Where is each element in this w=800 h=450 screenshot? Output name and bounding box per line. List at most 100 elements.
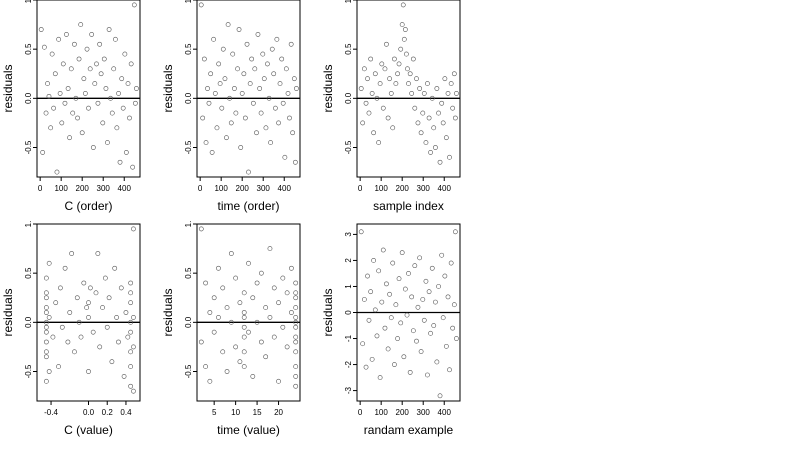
data-point <box>450 105 456 111</box>
data-point <box>227 95 232 101</box>
data-point <box>388 315 394 321</box>
data-point <box>409 294 415 300</box>
data-point <box>280 100 286 106</box>
data-point <box>206 100 212 106</box>
data-point <box>387 291 392 297</box>
data-point <box>128 300 134 306</box>
data-point <box>293 339 299 345</box>
data-point <box>276 300 281 306</box>
data-point <box>293 315 299 320</box>
data-point <box>116 339 121 345</box>
data-point <box>398 320 404 326</box>
x-axis-title: time (order) <box>217 199 279 213</box>
data-point <box>392 362 397 367</box>
data-point <box>46 93 52 99</box>
data-point <box>401 354 407 360</box>
y-axis-title: residuals <box>1 288 15 336</box>
y-tick-label: -2 <box>344 360 353 368</box>
data-point <box>87 285 93 291</box>
data-point <box>220 46 226 52</box>
data-point <box>369 91 375 96</box>
x-tick-label: 20 <box>274 408 283 417</box>
data-point <box>57 91 63 96</box>
data-point <box>128 61 134 67</box>
data-point <box>64 32 69 37</box>
data-point <box>250 374 256 379</box>
y-tick-label: 1. <box>24 0 33 3</box>
data-point <box>271 285 277 291</box>
data-point <box>377 375 383 380</box>
data-point <box>410 56 416 62</box>
y-tick-label: -0.5 <box>184 364 193 378</box>
data-point <box>448 81 454 86</box>
data-point <box>46 369 52 374</box>
y-axis-title: residuals <box>1 64 15 112</box>
panel-6: 0 100 200 300 400 -3 -2 -1 0 1 2 3 randam example res… <box>321 223 461 437</box>
x-tick-label: 0 <box>198 184 203 193</box>
data-point <box>437 393 443 399</box>
data-point <box>130 164 136 170</box>
data-point <box>43 354 49 360</box>
data-point <box>116 91 121 96</box>
data-point <box>216 265 221 271</box>
data-point <box>293 280 299 286</box>
data-point <box>269 46 275 52</box>
data-point <box>76 56 82 62</box>
data-point <box>52 71 58 77</box>
data-point <box>445 294 451 300</box>
data-point <box>67 135 72 141</box>
data-point <box>368 56 374 62</box>
data-point <box>293 324 299 330</box>
data-point <box>293 383 299 389</box>
data-point <box>48 125 54 131</box>
plot-frame <box>356 0 461 178</box>
data-point <box>385 115 391 121</box>
data-point <box>120 105 126 111</box>
data-point <box>293 374 299 379</box>
data-point <box>384 41 389 47</box>
data-point <box>396 276 402 282</box>
data-point <box>241 334 247 340</box>
data-point <box>94 61 99 67</box>
data-point <box>436 110 441 116</box>
data-point <box>119 76 125 82</box>
x-tick-label: 5 <box>212 408 217 417</box>
data-point <box>228 120 234 126</box>
data-point <box>203 280 208 286</box>
data-point <box>62 100 68 106</box>
data-point <box>84 305 90 310</box>
data-point <box>109 359 115 365</box>
data-point <box>293 349 299 355</box>
data-point <box>72 349 77 355</box>
data-point <box>207 310 213 315</box>
data-point <box>100 305 105 310</box>
data-point <box>103 86 109 91</box>
data-point <box>440 120 446 126</box>
data-point <box>405 66 410 72</box>
data-point <box>276 120 281 126</box>
data-point <box>363 100 369 106</box>
data-point <box>284 290 290 296</box>
data-point <box>128 349 134 355</box>
data-point <box>111 66 117 72</box>
data-point <box>396 61 402 67</box>
panel-1: 0 100 200 300 400 -0.5 0.0 0.5 1. C (order) residu… <box>1 0 141 213</box>
data-point <box>376 268 382 274</box>
data-point <box>41 44 47 50</box>
x-tick-label: 300 <box>97 184 111 193</box>
data-point <box>97 41 103 47</box>
data-point <box>56 364 61 369</box>
data-point <box>263 125 269 131</box>
data-point <box>261 76 267 82</box>
data-point <box>407 369 413 375</box>
data-point <box>51 105 57 111</box>
data-point <box>409 91 415 96</box>
y-tick-label: 0.0 <box>24 316 33 328</box>
data-point <box>114 315 119 320</box>
data-point <box>79 130 85 136</box>
data-point <box>241 71 247 77</box>
data-point <box>46 315 52 320</box>
data-point <box>291 76 297 82</box>
data-point <box>293 319 299 325</box>
data-point <box>412 263 418 269</box>
